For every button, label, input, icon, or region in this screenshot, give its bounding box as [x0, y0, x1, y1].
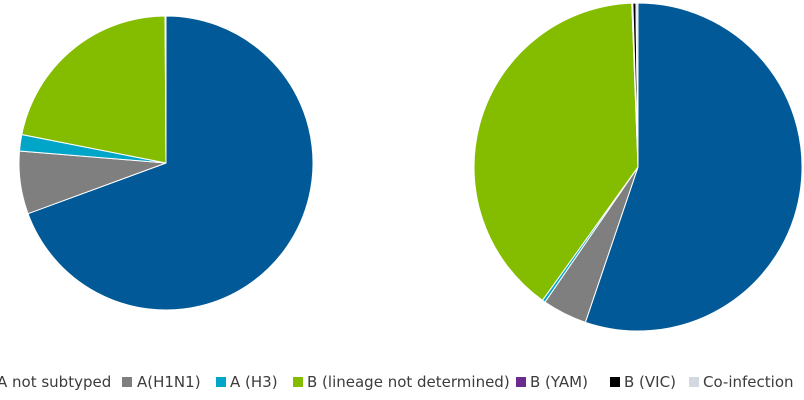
- legend-swatch-a-h3: [216, 377, 226, 387]
- legend-item-b-vic: B (VIC): [610, 373, 676, 391]
- pie-chart-right: [473, 2, 803, 332]
- pie-slice-b-lineage-not-determined: [473, 2, 639, 301]
- legend-swatch-b-yam: [516, 377, 526, 387]
- legend-item-a-h3: A (H3): [216, 373, 278, 391]
- legend-item-a-h1n1: A(H1N1): [122, 373, 201, 391]
- legend-label-b-lineage-not-determined: B (lineage not determined): [307, 373, 510, 391]
- legend-label-a-h1n1: A(H1N1): [137, 373, 201, 391]
- legend-label-a-not-subtyped: A not subtyped: [0, 373, 111, 391]
- legend-label-b-vic: B (VIC): [624, 373, 676, 391]
- legend-swatch-co-infection: [689, 377, 699, 387]
- legend-item-b-lineage-not-determined: B (lineage not determined): [293, 373, 510, 391]
- legend-swatch-a-h1n1: [122, 377, 132, 387]
- legend-label-co-infection: Co-infection: [703, 373, 794, 391]
- legend-item-co-infection: Co-infection: [689, 373, 794, 391]
- legend-label-a-h3: A (H3): [230, 373, 278, 391]
- pie-slice-co-infection: [635, 2, 639, 168]
- pie-slice-a-not-subtyped: [27, 15, 314, 311]
- pie-slice-a-not-subtyped: [584, 2, 803, 332]
- legend-swatch-b-vic: [610, 377, 620, 387]
- legend: A not subtyped A(H1N1) A (H3) B (lineage no…: [0, 373, 794, 391]
- legend-swatch-b-lineage-not-determined: [293, 377, 303, 387]
- legend-item-b-yam: B (YAM): [516, 373, 588, 391]
- pie-slice-co-infection: [164, 15, 167, 164]
- legend-item-a-not-subtyped: A not subtyped: [0, 373, 111, 391]
- pie-chart-left: [18, 15, 314, 311]
- pie-slice-b-lineage-not-determined: [21, 15, 167, 164]
- legend-label-b-yam: B (YAM): [530, 373, 588, 391]
